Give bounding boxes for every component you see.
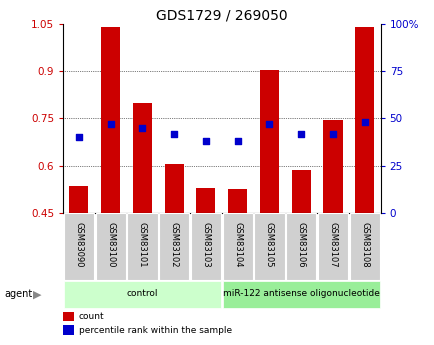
Point — [360, 119, 367, 125]
Point — [107, 121, 114, 127]
Text: agent: agent — [4, 289, 33, 299]
Bar — [64, 281, 220, 308]
Bar — [317, 213, 347, 280]
Text: percentile rank within the sample: percentile rank within the sample — [79, 326, 232, 335]
Bar — [286, 213, 316, 280]
Point — [329, 131, 336, 136]
Text: GSM83102: GSM83102 — [169, 222, 178, 268]
Bar — [196, 188, 215, 213]
Text: miR-122 antisense oligonucleotide: miR-122 antisense oligonucleotide — [222, 289, 379, 298]
Text: GSM83101: GSM83101 — [138, 222, 147, 268]
Bar — [101, 27, 120, 213]
Bar — [222, 213, 252, 280]
Point — [139, 125, 146, 131]
Title: GDS1729 / 269050: GDS1729 / 269050 — [156, 9, 287, 23]
Bar — [95, 213, 125, 280]
Text: control: control — [126, 289, 158, 298]
Point — [266, 121, 273, 127]
Text: GSM83103: GSM83103 — [201, 222, 210, 268]
Text: GSM83100: GSM83100 — [106, 222, 115, 268]
Text: GSM83108: GSM83108 — [359, 222, 368, 268]
Bar — [191, 213, 220, 280]
Bar — [355, 27, 373, 213]
Bar — [159, 213, 189, 280]
Bar — [63, 312, 74, 322]
Text: GSM83104: GSM83104 — [233, 222, 242, 268]
Text: GSM83107: GSM83107 — [328, 222, 337, 268]
Point — [233, 138, 240, 144]
Bar — [323, 120, 342, 213]
Bar — [133, 103, 151, 213]
Bar — [228, 189, 247, 213]
Bar — [64, 213, 94, 280]
Bar — [254, 213, 284, 280]
Text: count: count — [79, 312, 104, 321]
Point — [76, 135, 82, 140]
Text: GSM83090: GSM83090 — [74, 222, 83, 268]
Point — [202, 138, 209, 144]
Text: ▶: ▶ — [33, 289, 41, 299]
Text: GSM83105: GSM83105 — [264, 222, 273, 268]
Point — [170, 131, 178, 136]
Text: GSM83106: GSM83106 — [296, 222, 305, 268]
Bar — [63, 325, 74, 335]
Bar — [291, 170, 310, 213]
Bar — [164, 164, 183, 213]
Point — [297, 131, 304, 136]
Bar — [260, 70, 278, 213]
Bar — [127, 213, 157, 280]
Bar — [69, 186, 88, 213]
Bar — [349, 213, 379, 280]
Bar — [222, 281, 379, 308]
